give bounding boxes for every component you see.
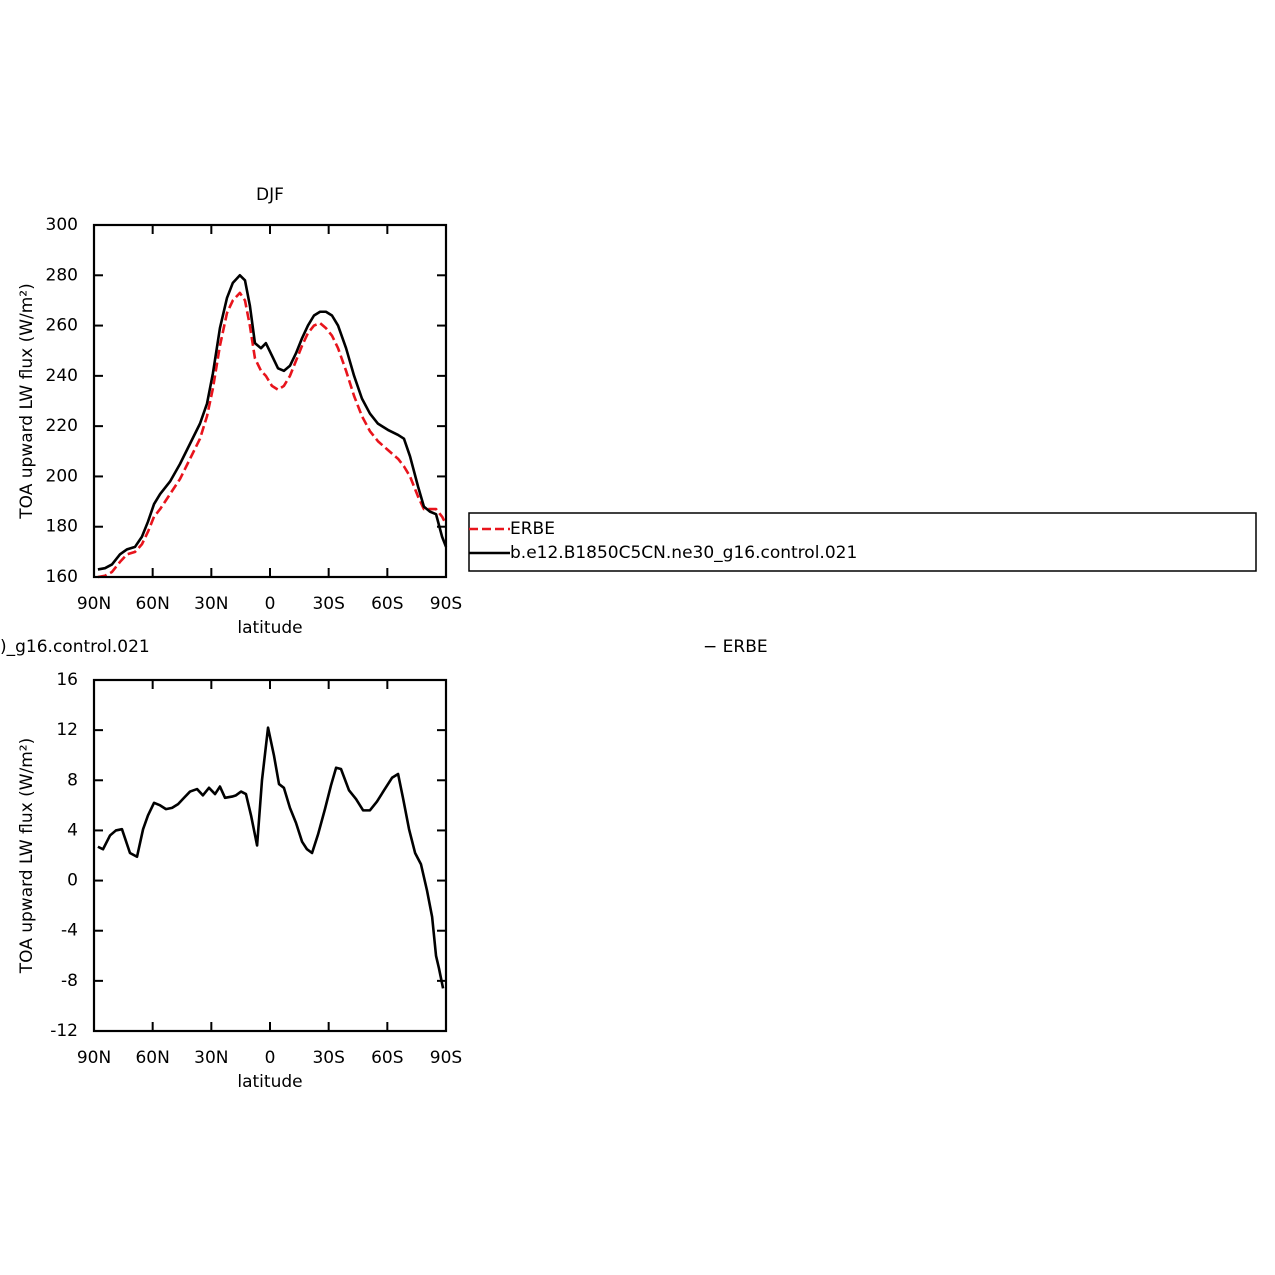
plot-frame — [92, 678, 448, 1033]
y-tick-label: 260 — [46, 316, 78, 336]
legend-label: ERBE — [510, 519, 555, 539]
x-axis-label: latitude — [237, 1072, 302, 1092]
x-tick-label: 30N — [194, 594, 228, 614]
x-tick-label: 60N — [135, 594, 169, 614]
y-tick-label: 8 — [67, 770, 78, 790]
data-line — [97, 273, 448, 571]
plot-frame — [92, 223, 448, 579]
x-tick-label: 90N — [77, 1048, 111, 1068]
y-axis-label: TOA upward LW flux (W/m²) — [17, 738, 37, 975]
y-tick-label: 280 — [46, 265, 78, 285]
data-line — [97, 291, 448, 579]
y-tick-label: -4 — [61, 921, 78, 941]
legend-label: b.e12.B1850C5CN.ne30_g16.control.021 — [510, 543, 857, 563]
y-tick-label: 240 — [46, 366, 78, 386]
x-tick-label: 0 — [265, 1048, 276, 1068]
chart-title: )_g16.control.021 — [0, 637, 150, 657]
y-tick-label: -12 — [50, 1021, 78, 1041]
y-tick-label: 200 — [46, 466, 78, 486]
x-tick-label: 60S — [371, 594, 403, 614]
x-tick-label: 30S — [312, 594, 344, 614]
chart-title: − ERBE — [703, 637, 768, 657]
y-tick-label: 220 — [46, 416, 78, 436]
y-tick-label: 160 — [46, 567, 78, 587]
y-tick-label: 180 — [46, 517, 78, 537]
x-tick-label: 30N — [194, 1048, 228, 1068]
data-line — [97, 726, 445, 989]
legend-box — [468, 512, 1257, 572]
x-tick-label: 0 — [265, 594, 276, 614]
x-tick-label: 90S — [430, 1048, 462, 1068]
x-axis-label: latitude — [237, 618, 302, 638]
x-tick-label: 90S — [430, 594, 462, 614]
x-tick-label: 30S — [312, 1048, 344, 1068]
x-tick-label: 60N — [135, 1048, 169, 1068]
chart-title: DJF — [256, 185, 284, 205]
y-tick-label: 0 — [67, 871, 78, 891]
y-axis-label: TOA upward LW flux (W/m²) — [17, 283, 37, 520]
y-tick-label: 4 — [67, 820, 78, 840]
x-tick-label: 60S — [371, 1048, 403, 1068]
y-tick-label: 12 — [56, 720, 78, 740]
x-tick-label: 90N — [77, 594, 111, 614]
y-tick-label: 16 — [56, 670, 78, 690]
y-tick-label: -8 — [61, 971, 78, 991]
y-tick-label: 300 — [46, 215, 78, 235]
